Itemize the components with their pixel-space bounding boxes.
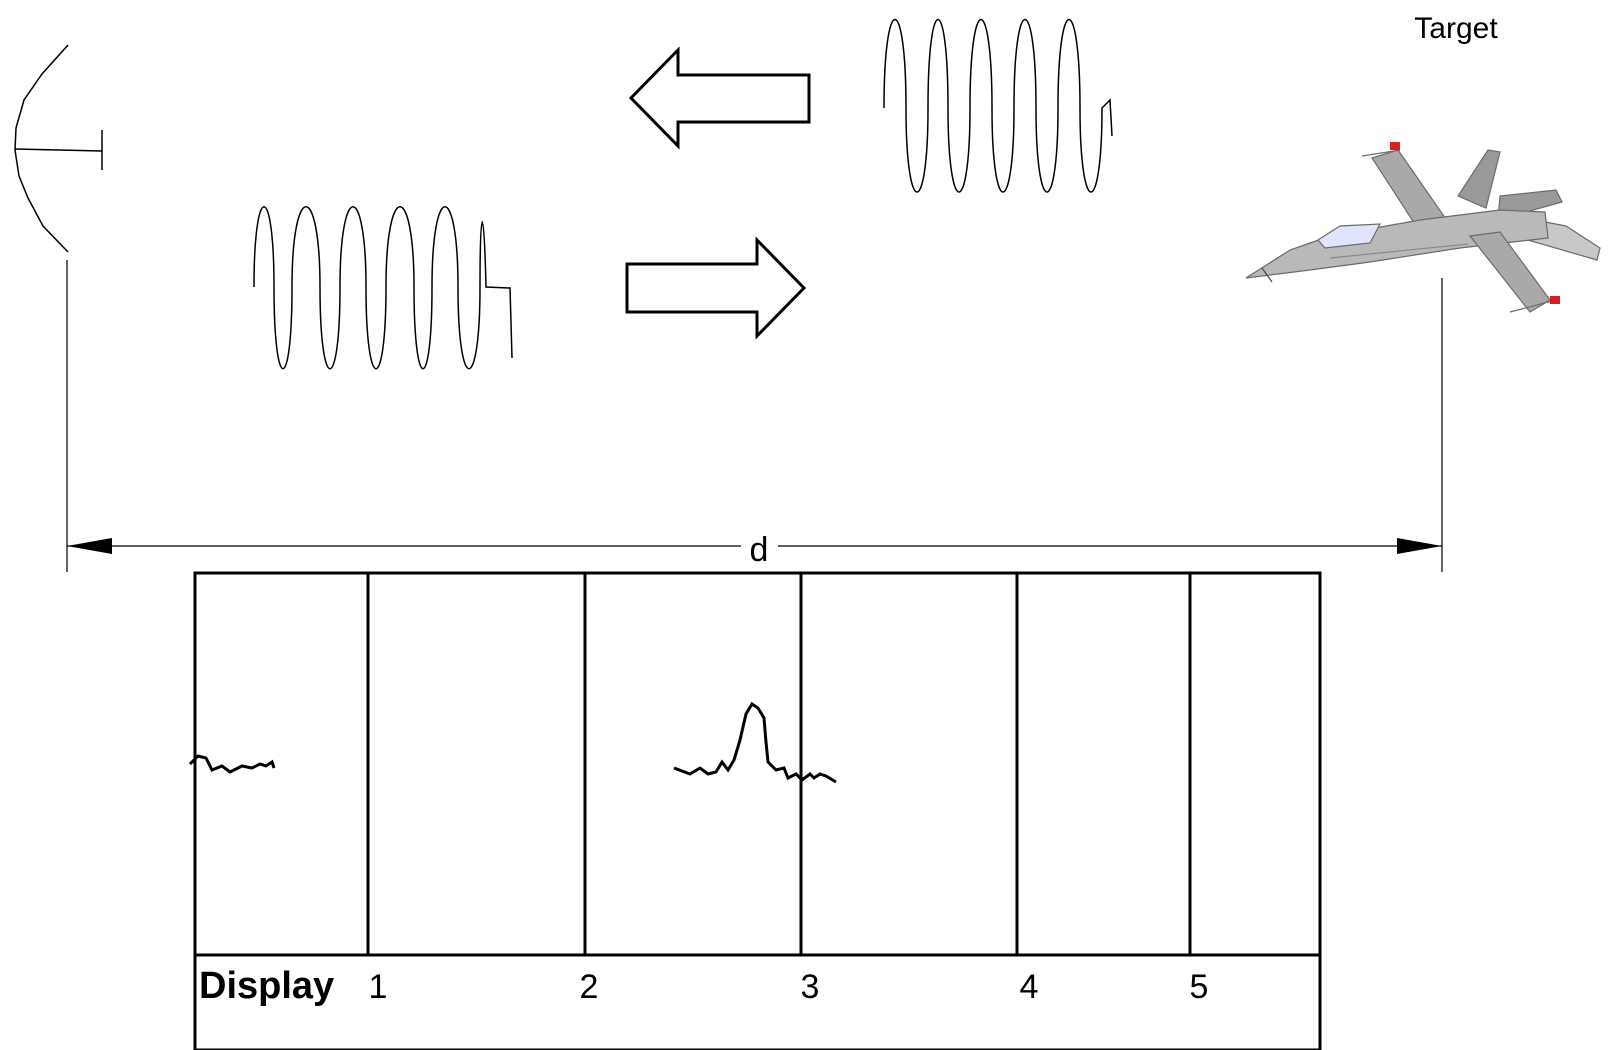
distance-dimension — [66, 260, 1443, 572]
aircraft-target-icon — [1245, 142, 1601, 313]
display-title: Display — [199, 965, 334, 1007]
display-tick-3: 3 — [801, 968, 820, 1006]
transmitted-wave — [253, 206, 513, 370]
distance-label: d — [750, 531, 769, 569]
noise-trace — [188, 754, 276, 774]
display-tick-4: 4 — [1020, 968, 1039, 1006]
display-tick-5: 5 — [1190, 968, 1209, 1006]
dimension-arrowhead-left — [67, 538, 112, 554]
left-arrow-icon — [628, 46, 811, 150]
display-panel — [193, 571, 1322, 1050]
dimension-arrowhead-right — [1397, 538, 1442, 554]
display-tick-1: 1 — [369, 968, 388, 1006]
display-tick-2: 2 — [580, 968, 599, 1006]
echo-pulse-trace — [673, 701, 837, 784]
radar-antenna-icon — [14, 44, 103, 253]
reflected-wave — [883, 18, 1113, 193]
target-label: Target — [1414, 12, 1498, 45]
right-arrow-icon — [625, 236, 807, 340]
